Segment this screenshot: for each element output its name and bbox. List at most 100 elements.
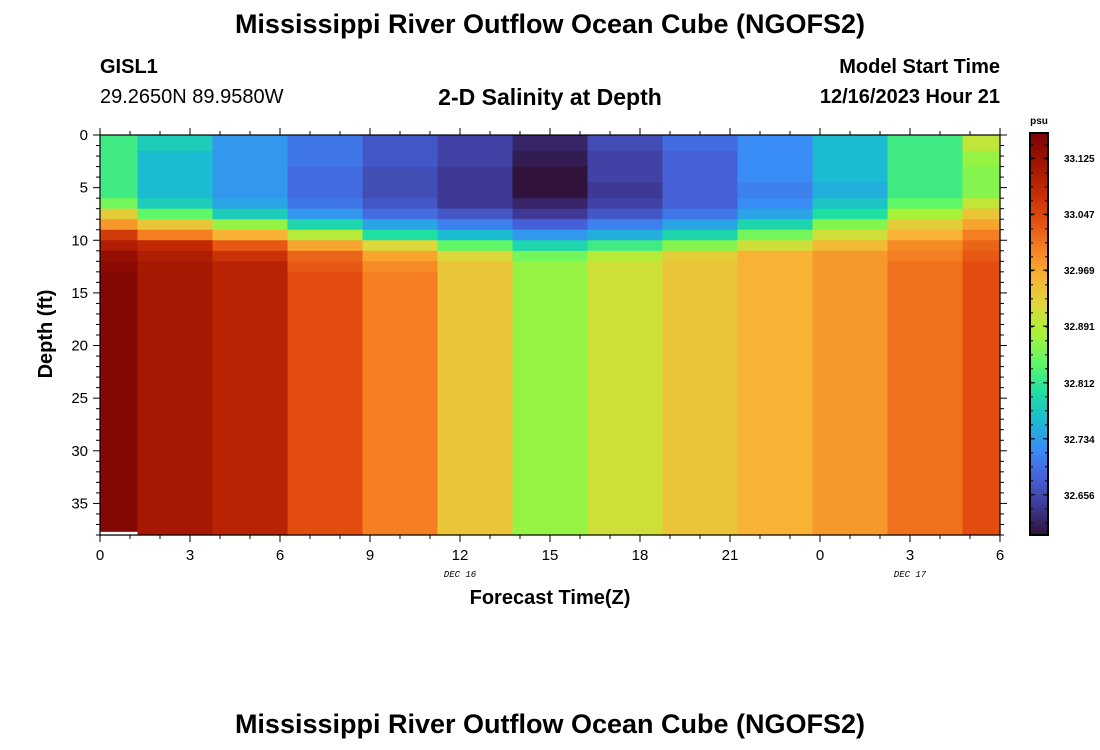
heatmap-cell (887, 219, 964, 231)
heatmap-cell (662, 150, 739, 168)
heatmap-cell (287, 261, 364, 273)
heatmap-cell (437, 229, 514, 241)
heatmap-cell (887, 135, 964, 152)
colorbar-unit: psu (1030, 116, 1048, 127)
heatmap-cell (887, 208, 964, 220)
heatmap-cell (100, 198, 139, 210)
heatmap-cell (887, 150, 964, 168)
heatmap-cell (137, 198, 214, 210)
heatmap-cell (812, 150, 889, 168)
heatmap-cell (100, 135, 139, 152)
heatmap-cell (962, 198, 1001, 210)
heatmap-cell (362, 261, 439, 273)
heatmap-cell (287, 229, 364, 241)
heatmap-cell (737, 229, 814, 241)
heatmap-cell (662, 198, 739, 210)
heatmap-cell (662, 271, 739, 536)
x-axis-label: Forecast Time(Z) (470, 587, 631, 609)
heatmap-cell (437, 150, 514, 168)
x-tick-label: 9 (366, 547, 374, 564)
x-tick-label: 0 (816, 547, 824, 564)
heatmap-cell (662, 250, 739, 262)
heatmap-cell (812, 135, 889, 152)
heatmap-cell (437, 166, 514, 183)
heatmap-cell (212, 135, 289, 152)
colorbar: psu 33.125 33.047 32.969 32.891 32.812 32.734… (1029, 116, 1095, 536)
heatmap-cell (887, 166, 964, 183)
heatmap-cell (737, 208, 814, 220)
heatmap-cell (587, 271, 664, 536)
heatmap-cell (137, 166, 214, 183)
heatmap-cell (587, 261, 664, 273)
x-tick-label: 15 (542, 547, 559, 564)
x-tick-label: 0 (96, 547, 104, 564)
heatmap-cell (512, 150, 589, 168)
heatmap-cell (287, 271, 364, 536)
heatmap-cell (587, 208, 664, 220)
colorbar-gradient (1029, 132, 1049, 536)
heatmap-cell (962, 219, 1001, 231)
heatmap-cell (287, 219, 364, 231)
station-id: GISL1 (100, 56, 158, 78)
heatmap-cell (962, 182, 1001, 199)
date-label: DEC 16 (444, 570, 477, 580)
x-tick-label: 3 (906, 547, 914, 564)
colorbar-tick-label: 33.047 (1064, 210, 1095, 221)
x-axis-ticks: 0 3 6 9 12 15 18 21 0 3 6 (96, 128, 1004, 564)
heatmap-cell (962, 135, 1001, 152)
heatmap-cell (287, 208, 364, 220)
heatmap-cell (962, 271, 1001, 536)
heatmap-cell (212, 219, 289, 231)
colorbar-tick-label: 32.812 (1064, 379, 1095, 390)
y-tick-label: 15 (71, 285, 88, 302)
heatmap-cell (512, 219, 589, 231)
heatmap-cell (812, 182, 889, 199)
heatmap-cell (962, 261, 1001, 273)
heatmap-cell (437, 208, 514, 220)
date-label: DEC 17 (894, 570, 927, 580)
heatmap-cell (137, 135, 214, 152)
heatmap-cell (512, 271, 589, 536)
heatmap-cell (887, 250, 964, 262)
heatmap-cell (737, 135, 814, 152)
colorbar-tick-label: 32.969 (1064, 266, 1095, 277)
heatmap-cell (812, 261, 889, 273)
heatmap-cell (437, 135, 514, 152)
heatmap-cell (100, 150, 139, 168)
heatmap-cell (287, 135, 364, 152)
y-tick-label: 5 (80, 180, 88, 197)
chart-main-title: Mississippi River Outflow Ocean Cube (NG… (234, 9, 866, 39)
heatmap-cell (737, 261, 814, 273)
heatmap-cell (437, 182, 514, 199)
heatmap-cell (100, 208, 139, 220)
chart-subtitle: 2-D Salinity at Depth (438, 84, 662, 110)
heatmap-cell (587, 182, 664, 199)
heatmap-cell (962, 208, 1001, 220)
heatmap-cell (962, 240, 1001, 252)
heatmap-cell (100, 182, 139, 199)
heatmap-cell (587, 135, 664, 152)
heatmap-cell (737, 182, 814, 199)
heatmap-cell (587, 150, 664, 168)
heatmap-cell (812, 166, 889, 183)
heatmap-cell (512, 229, 589, 241)
heatmap-cell (512, 182, 589, 199)
heatmap-cell (137, 182, 214, 199)
heatmap-cell (137, 219, 214, 231)
heatmap-cell (362, 219, 439, 231)
heatmap-cell (962, 229, 1001, 241)
heatmap-cell (137, 208, 214, 220)
heatmap-cell (437, 250, 514, 262)
heatmap-cell (662, 182, 739, 199)
missing-data-cell (100, 531, 138, 535)
heatmap-cell (100, 261, 139, 273)
heatmap-cell (212, 271, 289, 536)
heatmap-cell (737, 250, 814, 262)
heatmap-cell (362, 182, 439, 199)
x-tick-label: 12 (452, 547, 469, 564)
heatmap-cell (662, 135, 739, 152)
heatmap-cell (587, 240, 664, 252)
heatmap-cells (100, 135, 1001, 536)
station-coordinates: 29.2650N 89.9580W (100, 86, 284, 108)
